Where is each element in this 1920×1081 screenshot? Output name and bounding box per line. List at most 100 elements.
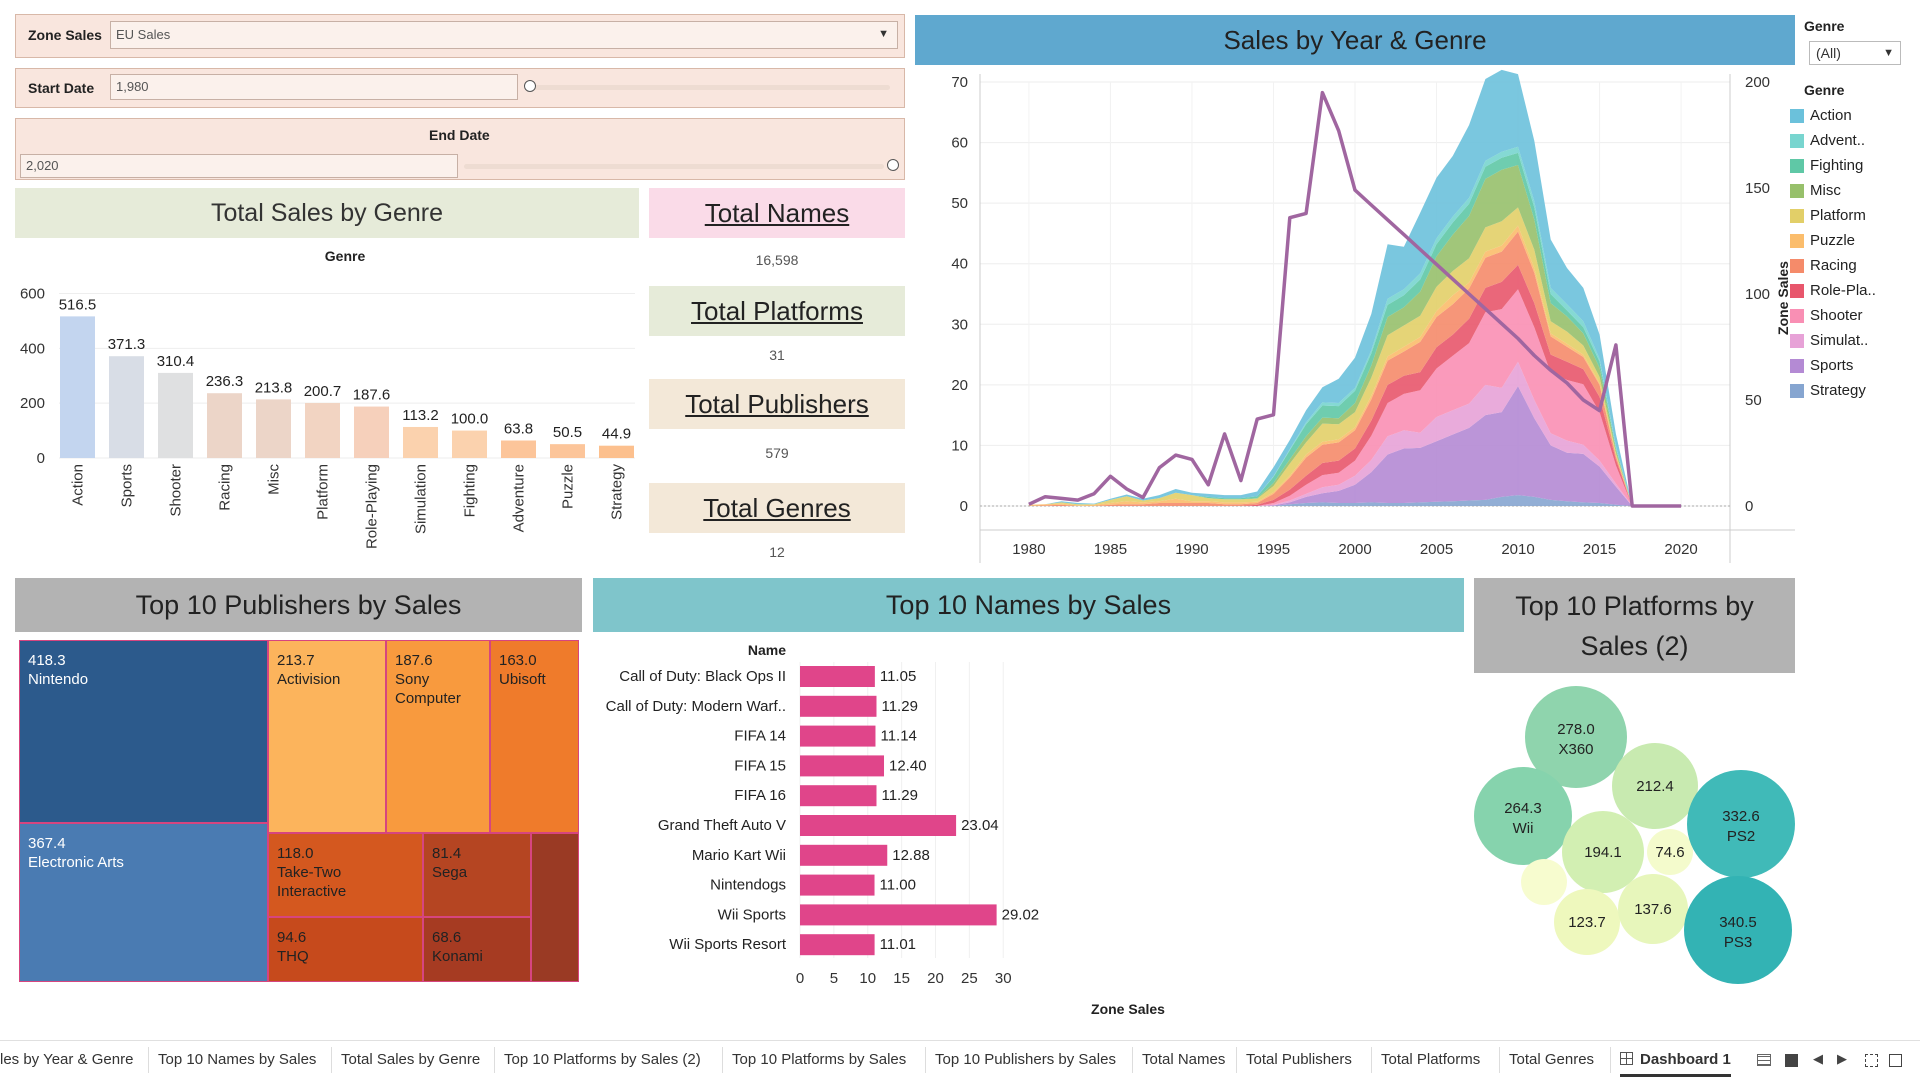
genre-bar[interactable] [550, 444, 585, 458]
treemap-cell[interactable]: 118.0 Take-Two Interactive [268, 833, 423, 917]
names-bar[interactable] [800, 874, 875, 896]
genre-bar[interactable] [60, 316, 95, 458]
kpi-names-title: Total Names [704, 197, 850, 228]
genre-bar[interactable] [354, 406, 389, 458]
genre-bar[interactable] [501, 440, 536, 458]
legend-item[interactable]: Role-Pla.. [1790, 281, 1876, 301]
treemap-cell[interactable]: 94.6 THQ [268, 917, 423, 982]
year-area-role-playing[interactable] [1028, 264, 1682, 506]
names-bar-label: 12.40 [889, 757, 927, 774]
year-area-simulation[interactable] [1028, 361, 1682, 506]
sheet-tab[interactable]: Total Platforms [1381, 1043, 1480, 1077]
genre-bar[interactable] [599, 445, 634, 458]
treemap-cell[interactable] [531, 833, 579, 982]
tab-divider [148, 1047, 149, 1073]
sheet-tab[interactable]: Top 10 Platforms by Sales (2) [504, 1043, 701, 1077]
genre-bar-label: 371.3 [108, 336, 146, 353]
legend-item[interactable]: Puzzle [1790, 231, 1855, 251]
platform-bubble-label: X360 [1558, 741, 1593, 758]
legend-item[interactable]: Platform [1790, 206, 1866, 226]
sheet-tab[interactable]: Top 10 Names by Sales [158, 1043, 316, 1077]
platform-bubble[interactable] [1684, 876, 1792, 984]
legend-item[interactable]: Simulat.. [1790, 331, 1868, 351]
legend-item[interactable]: Racing [1790, 256, 1857, 276]
names-bar[interactable] [800, 904, 997, 926]
start-date-slider-handle[interactable] [524, 80, 536, 92]
sheet-tab[interactable]: Total Genres [1509, 1043, 1594, 1077]
genre-bar[interactable] [452, 430, 487, 458]
filmstrip-view-icon[interactable] [1785, 1054, 1798, 1067]
year-area-sports[interactable] [1028, 386, 1682, 506]
platform-bubble[interactable] [1562, 811, 1644, 893]
genre-bar[interactable] [305, 402, 340, 458]
sheet-tab[interactable]: Total Names [1142, 1043, 1225, 1077]
legend-label: Sports [1810, 357, 1854, 374]
end-date-slider-track[interactable] [464, 164, 884, 169]
names-bar[interactable] [800, 666, 875, 687]
genre-filter-dropdown[interactable]: (All) ▼ [1809, 41, 1901, 65]
year-y-right-tick: 50 [1745, 392, 1762, 409]
fit-screen-icon[interactable] [1865, 1054, 1878, 1067]
legend-item[interactable]: Fighting [1790, 156, 1863, 176]
treemap-cell[interactable]: 418.3 Nintendo [19, 640, 268, 823]
names-bar[interactable] [800, 844, 888, 866]
names-x-tick: 10 [859, 970, 876, 987]
sheet-tab[interactable]: Dashboard 1 [1620, 1043, 1731, 1077]
legend-item[interactable]: Action [1790, 106, 1852, 126]
platform-bubble[interactable] [1618, 874, 1688, 944]
legend-item[interactable]: Strategy [1790, 381, 1866, 401]
treemap-cell[interactable]: 81.4 Sega [423, 833, 531, 917]
sheet-tab[interactable]: Top 10 Publishers by Sales [935, 1043, 1116, 1077]
platform-bubble[interactable] [1525, 686, 1627, 788]
prev-sheet-icon[interactable]: ◀ [1813, 1051, 1823, 1066]
legend-item[interactable]: Misc [1790, 181, 1841, 201]
year-area-shooter[interactable] [1028, 289, 1682, 506]
sheet-tab-label: Total Publishers [1246, 1051, 1352, 1068]
year-area-strategy[interactable] [1028, 495, 1682, 506]
treemap-cell[interactable]: 68.6 Konami [423, 917, 531, 982]
treemap-cell[interactable]: 213.7 Activision [268, 640, 386, 833]
platform-bubble[interactable] [1474, 767, 1572, 865]
fullscreen-icon[interactable] [1889, 1054, 1902, 1067]
zone-sales-dropdown[interactable]: EU Sales ▼ [110, 21, 898, 49]
names-bar-label: 23.04 [961, 817, 999, 834]
sheet-tab[interactable]: Total Publishers [1246, 1043, 1352, 1077]
sheet-tab[interactable]: Top 10 Platforms by Sales [732, 1043, 906, 1077]
genre-bar[interactable] [403, 426, 438, 458]
platform-bubble[interactable] [1612, 743, 1698, 829]
genre-bar[interactable] [109, 356, 144, 458]
legend-item[interactable]: Advent.. [1790, 131, 1865, 151]
end-date-slider-handle[interactable] [887, 159, 899, 171]
genre-bar[interactable] [158, 372, 193, 458]
start-date-input[interactable]: 1,980 [110, 74, 518, 100]
next-sheet-icon[interactable]: ▶ [1837, 1051, 1847, 1066]
treemap-cell[interactable]: 367.4 Electronic Arts [19, 823, 268, 982]
platform-bubble[interactable] [1521, 859, 1567, 905]
year-y-left-tick: 60 [951, 135, 968, 152]
end-date-input[interactable]: 2,020 [20, 154, 458, 178]
names-bar[interactable] [800, 755, 885, 777]
sheet-tab-label: Total Sales by Genre [341, 1051, 481, 1068]
treemap-cell[interactable]: 163.0 Ubisoft [490, 640, 579, 833]
grid-view-icon[interactable] [1757, 1054, 1771, 1066]
genre-bar[interactable] [207, 393, 242, 458]
genre-bar[interactable] [256, 399, 291, 458]
names-bar[interactable] [800, 725, 876, 747]
treemap-cell[interactable]: 187.6 Sony Computer [386, 640, 490, 833]
sheet-tab[interactable]: les by Year & Genre [0, 1043, 133, 1077]
sheet-tab[interactable]: Total Sales by Genre [341, 1043, 480, 1077]
names-bar[interactable] [800, 934, 875, 956]
names-bar[interactable] [800, 695, 877, 717]
legend-item[interactable]: Sports [1790, 356, 1854, 376]
names-bar[interactable] [800, 815, 957, 836]
start-date-slider-track[interactable] [530, 85, 890, 90]
platform-bubble[interactable] [1687, 770, 1795, 878]
treemap-label: Sega [432, 864, 468, 881]
genre-x-tick: Role-Playing [364, 464, 381, 549]
platform-bubble[interactable] [1647, 829, 1693, 875]
treemap-label: THQ [277, 948, 309, 965]
platform-bubble[interactable] [1554, 889, 1620, 955]
names-bar[interactable] [800, 785, 877, 807]
legend-item[interactable]: Shooter [1790, 306, 1863, 326]
year-zone-sales-line[interactable] [1028, 90, 1682, 508]
